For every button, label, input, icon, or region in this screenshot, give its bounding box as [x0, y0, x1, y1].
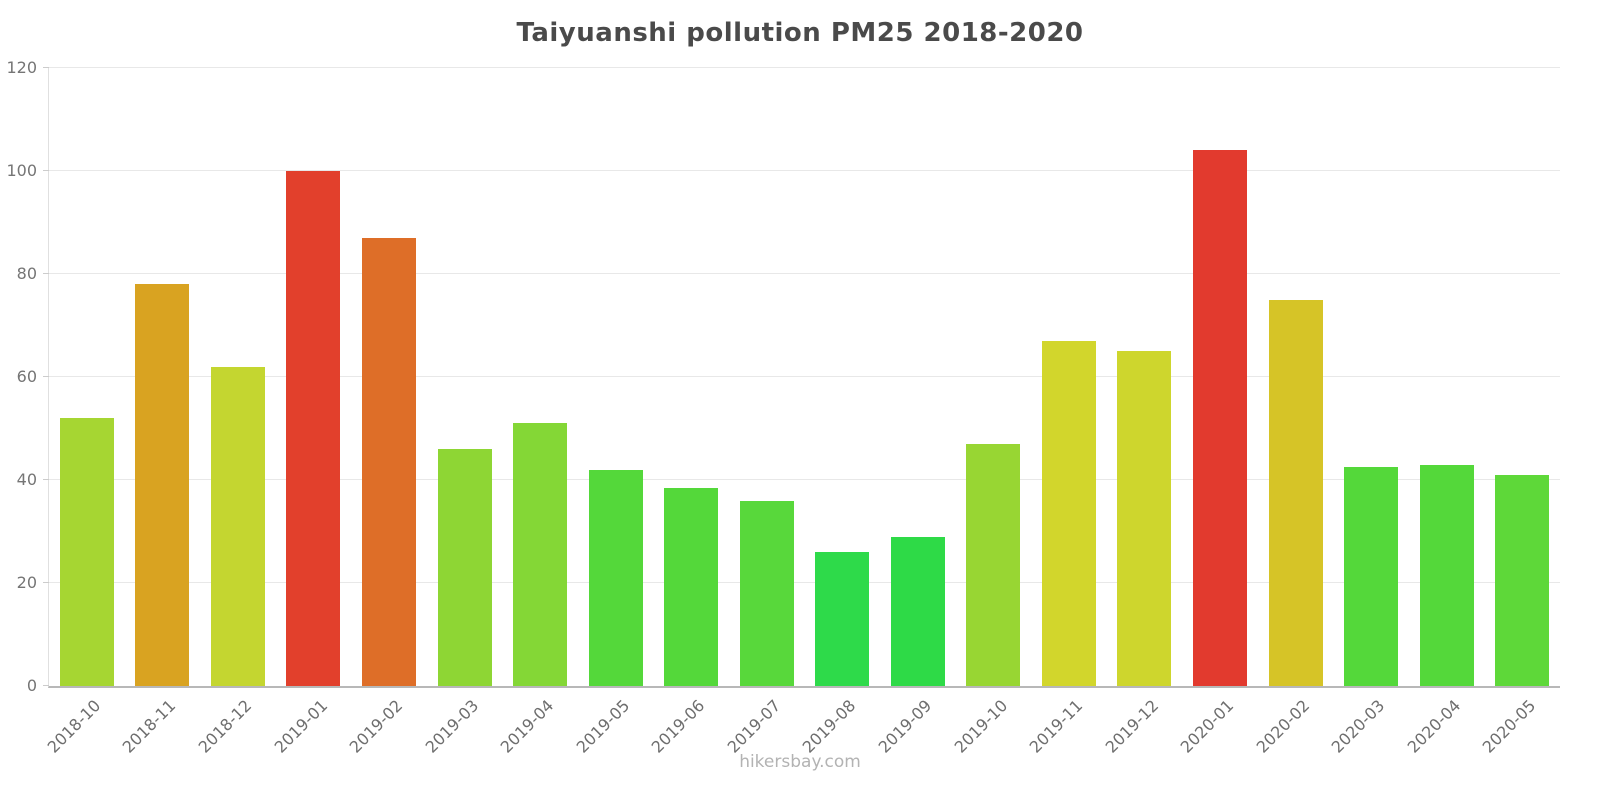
- x-axis-tick-label: 2019-12: [1101, 696, 1162, 757]
- y-tick-mark: [43, 479, 49, 480]
- x-axis-tick-label: 2019-06: [647, 696, 709, 757]
- bar-2020-03: [1344, 467, 1399, 686]
- bar-2018-11: [135, 284, 190, 686]
- y-tick-mark: [43, 170, 49, 171]
- bar-2018-10: [59, 418, 114, 686]
- gridline: [49, 67, 1560, 68]
- chart-title: Taiyuanshi pollution PM25 2018-2020: [516, 18, 1084, 48]
- x-axis-tick-label: 2019-01: [270, 696, 331, 757]
- bar-2019-04: [513, 423, 568, 686]
- y-axis-tick-label: 80: [16, 264, 37, 283]
- x-axis-tick-label: 2020-05: [1478, 696, 1540, 757]
- gridline: [49, 170, 1560, 171]
- x-axis-tick-label: 2019-07: [723, 696, 785, 757]
- bar-2018-12: [210, 366, 265, 686]
- x-axis-tick-label: 2018-11: [119, 696, 180, 757]
- x-axis-tick-label: 2019-03: [421, 696, 482, 757]
- gridline: [49, 273, 1560, 274]
- bar-2019-02: [361, 237, 416, 686]
- y-axis-tick-label: 20: [16, 573, 37, 592]
- x-axis-tick-label: 2019-04: [496, 696, 558, 757]
- plot-area: 0 20 40 60 80 100 120 2018-10 2018-11 2018-12 2019…: [6, 60, 1560, 757]
- bar-2019-09: [890, 536, 945, 686]
- y-axis-tick-label: 60: [16, 367, 37, 386]
- bar-2019-12: [1117, 351, 1172, 686]
- y-tick-mark: [43, 67, 49, 68]
- bar-2020-01: [1193, 150, 1248, 686]
- bar-2019-11: [1041, 340, 1096, 686]
- gridline: [49, 376, 1560, 377]
- bar-2020-04: [1419, 464, 1474, 686]
- y-axis-tick-label: 100: [6, 161, 37, 180]
- bar-2019-08: [815, 552, 870, 686]
- x-axis-tick-label: 2020-02: [1252, 696, 1313, 757]
- y-axis-tick-label: 40: [16, 470, 37, 489]
- bar-2019-10: [966, 443, 1021, 686]
- x-axis-tick-label: 2019-02: [345, 696, 407, 757]
- x-axis-tick-label: 2018-10: [43, 696, 105, 757]
- bar-2019-05: [588, 469, 643, 686]
- y-tick-mark: [43, 376, 49, 377]
- x-axis-tick-label: 2020-03: [1327, 696, 1389, 757]
- gridline: [49, 582, 1560, 583]
- x-axis-tick-label: 2019-05: [572, 696, 634, 757]
- bar-2019-06: [664, 487, 719, 686]
- y-tick-mark: [43, 582, 49, 583]
- y-tick-mark: [43, 685, 49, 686]
- bar-2019-07: [739, 500, 794, 686]
- watermark-hikersbay: hikersbay.com: [739, 752, 861, 772]
- bar-2019-03: [437, 449, 492, 686]
- bar-2019-01: [286, 171, 341, 686]
- x-axis-tick-label: 2019-10: [950, 696, 1011, 757]
- bar-2020-02: [1268, 299, 1323, 686]
- bar-2020-05: [1495, 474, 1550, 686]
- y-axis-tick-label: 0: [26, 676, 37, 695]
- x-axis-tick-label: 2019-09: [874, 696, 936, 757]
- x-axis-tick-label: 2019-11: [1025, 696, 1087, 757]
- x-axis-tick-label: 2019-08: [798, 696, 860, 757]
- gridline: [49, 479, 1560, 480]
- x-axis-tick-label: 2018-12: [194, 696, 256, 757]
- x-axis-tick-label: 2020-01: [1176, 696, 1238, 757]
- y-axis-tick-label: 120: [6, 58, 37, 77]
- y-tick-mark: [43, 273, 49, 274]
- x-axis-tick-label: 2020-04: [1403, 696, 1465, 757]
